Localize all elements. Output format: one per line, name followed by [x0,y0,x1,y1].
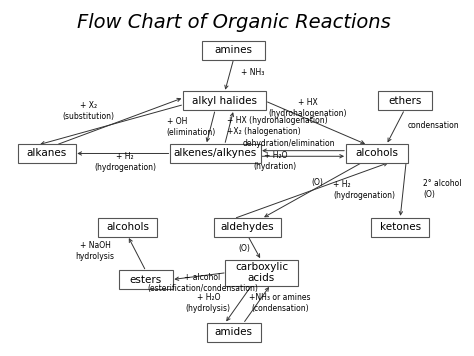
Text: + H₂
(hydrogenation): + H₂ (hydrogenation) [333,180,395,200]
Text: alcohols: alcohols [356,148,399,158]
FancyBboxPatch shape [214,218,282,236]
Text: +NH₃ or amines
(condensation): +NH₃ or amines (condensation) [249,293,311,313]
FancyBboxPatch shape [202,41,265,59]
Text: + H₂
(hydrogenation): + H₂ (hydrogenation) [94,152,156,172]
Text: ethers: ethers [388,96,421,106]
FancyBboxPatch shape [226,260,298,286]
Text: alcohols: alcohols [106,222,149,232]
Text: esters: esters [130,274,162,285]
Text: ketones: ketones [380,222,420,232]
Text: carboxylic
acids: carboxylic acids [235,262,288,283]
Text: + OH
(elimination): + OH (elimination) [167,117,216,137]
Text: + NH₃: + NH₃ [241,68,264,77]
Text: amides: amides [215,327,253,337]
Text: 2° alcohol
(O): 2° alcohol (O) [423,179,462,199]
FancyBboxPatch shape [99,218,156,236]
FancyBboxPatch shape [18,144,76,163]
FancyBboxPatch shape [371,218,429,236]
Text: dehydration/elimination: dehydration/elimination [243,139,336,148]
Text: aldehydes: aldehydes [221,222,274,232]
FancyBboxPatch shape [346,144,409,163]
FancyBboxPatch shape [378,91,431,110]
FancyBboxPatch shape [170,144,261,163]
FancyBboxPatch shape [119,270,173,289]
Text: + HX
(hydrohalogenation): + HX (hydrohalogenation) [268,98,347,118]
Text: (O): (O) [311,178,323,187]
Text: + alcohol
(esterification/condensation): + alcohol (esterification/condensation) [147,273,258,293]
Text: + H₂O
(hydrolysis): + H₂O (hydrolysis) [186,293,231,313]
Text: Flow Chart of Organic Reactions: Flow Chart of Organic Reactions [77,13,391,32]
Text: alkyl halides: alkyl halides [192,96,257,106]
Text: (O): (O) [238,244,250,253]
Text: alkenes/alkynes: alkenes/alkynes [173,148,257,158]
Text: + X₂
(substitution): + X₂ (substitution) [62,101,114,121]
FancyBboxPatch shape [183,91,266,110]
Text: condensation: condensation [408,121,460,130]
Text: + HX (hydrohalogenation)
+X₂ (halogenation): + HX (hydrohalogenation) +X₂ (halogenati… [227,116,328,136]
Text: + H₂O
(hydration): + H₂O (hydration) [254,151,297,171]
Text: alkanes: alkanes [27,148,67,158]
FancyBboxPatch shape [207,323,261,342]
Text: amines: amines [215,45,253,55]
Text: + NaOH
hydrolysis: + NaOH hydrolysis [76,241,115,261]
